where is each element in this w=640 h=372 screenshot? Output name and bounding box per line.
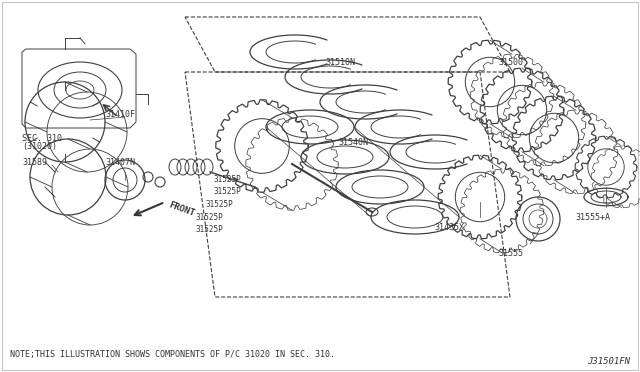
Text: 31410F: 31410F (105, 109, 135, 119)
Text: 31540N: 31540N (338, 138, 368, 147)
Text: J31501FN: J31501FN (587, 357, 630, 366)
Text: 31555: 31555 (498, 250, 523, 259)
Text: 31555+A: 31555+A (575, 212, 610, 221)
Text: 31407N: 31407N (105, 157, 135, 167)
Text: 31589: 31589 (22, 157, 47, 167)
Text: 31525P: 31525P (205, 199, 233, 208)
Text: (31020): (31020) (22, 142, 57, 151)
Text: 31525P: 31525P (196, 224, 224, 234)
Text: 31500: 31500 (498, 58, 523, 67)
Text: 31525P: 31525P (213, 174, 241, 183)
Text: NOTE;THIS ILLUSTRATION SHOWS COMPONENTS OF P/C 31020 IN SEC. 310.: NOTE;THIS ILLUSTRATION SHOWS COMPONENTS … (10, 350, 335, 359)
Text: 31525P: 31525P (196, 212, 224, 221)
Text: 31510N: 31510N (325, 58, 355, 67)
Text: FRONT: FRONT (168, 200, 196, 218)
Text: 31435X: 31435X (434, 222, 464, 231)
Text: SEC. 310: SEC. 310 (22, 134, 62, 143)
Text: 31525P: 31525P (213, 186, 241, 196)
